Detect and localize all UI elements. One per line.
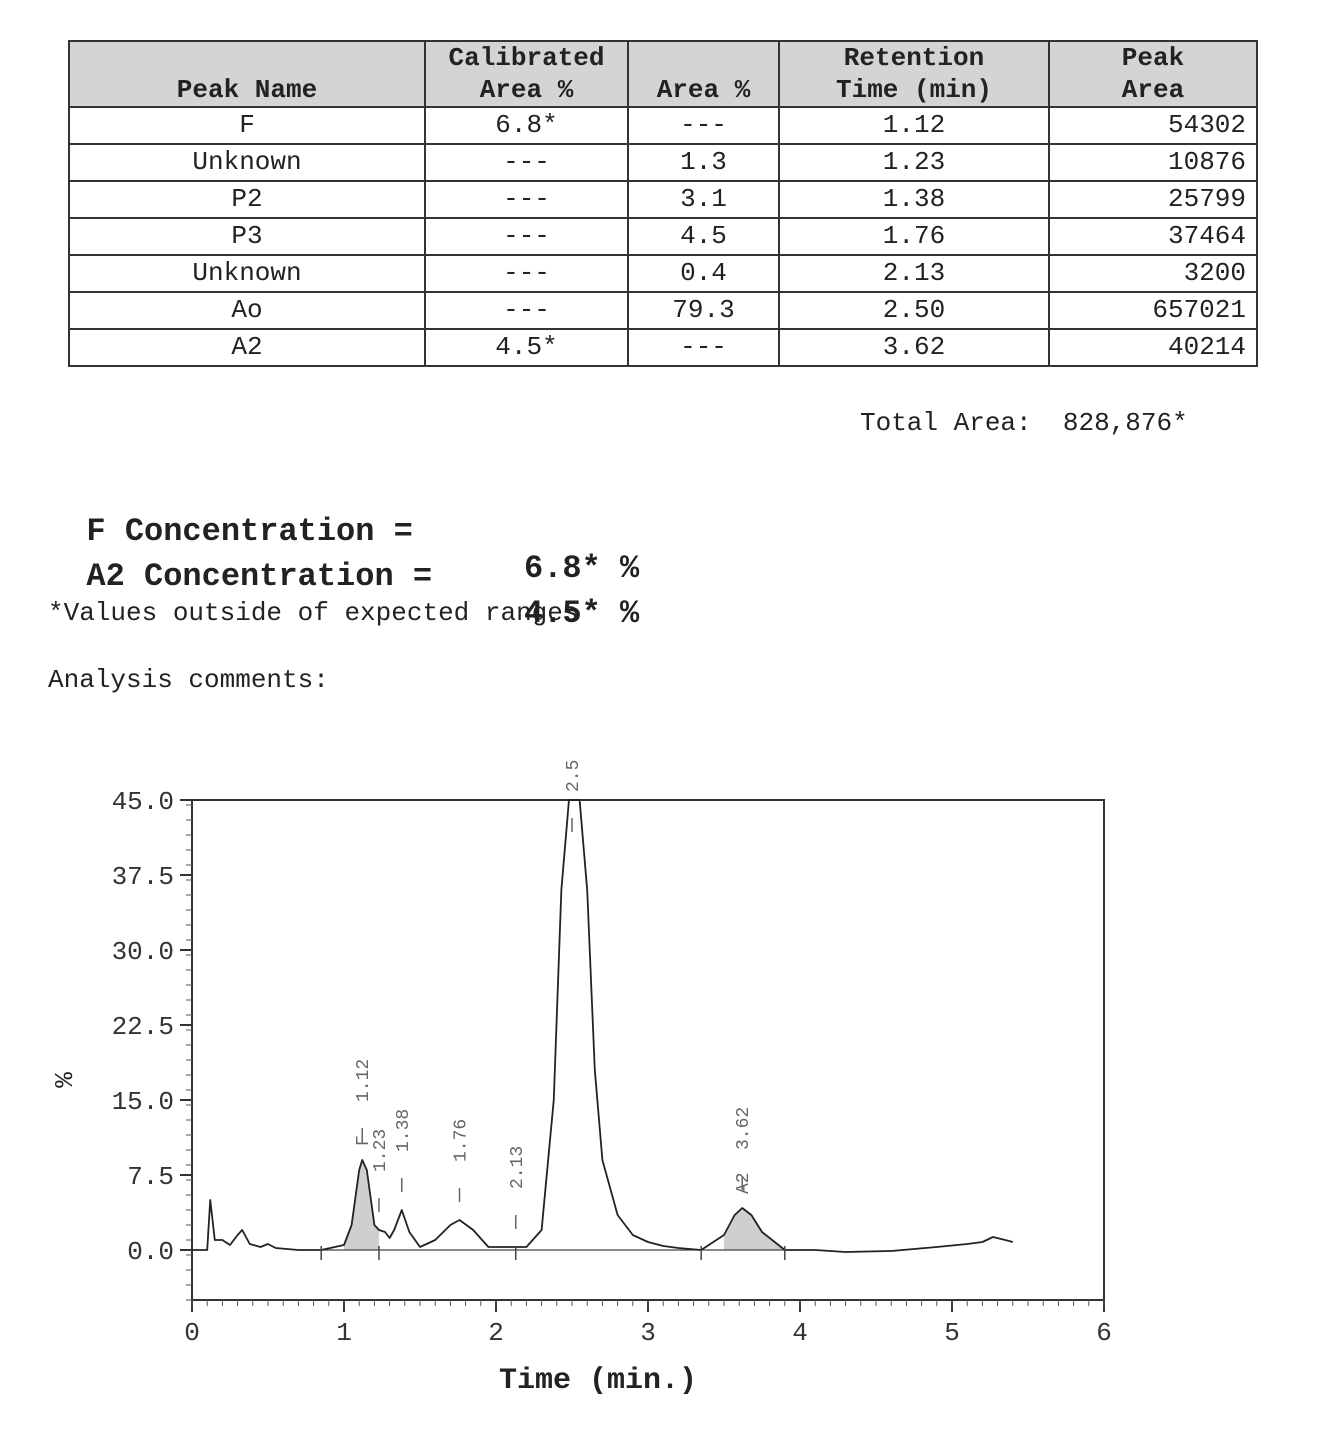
- y-tick-label: 37.5: [112, 862, 174, 892]
- peak-label: 2.13: [508, 1146, 528, 1189]
- header-area-pct: Area %: [627, 40, 780, 108]
- row-peak-area: 25799: [1048, 180, 1258, 219]
- row-peak-area: 40214: [1048, 328, 1258, 367]
- row-peak-name: P2: [68, 180, 426, 219]
- row-area-pct: 1.3: [627, 143, 780, 182]
- x-tick-label: 5: [944, 1318, 960, 1348]
- y-tick-label: 30.0: [112, 937, 174, 967]
- plot-frame: [191, 799, 1105, 1301]
- y-tick-label: 45.0: [112, 787, 174, 817]
- row-calibrated-area: ---: [424, 143, 629, 182]
- row-calibrated-area: 6.8*: [424, 106, 629, 145]
- peak-name-label: A2: [734, 1172, 754, 1194]
- row-retention-time: 1.23: [778, 143, 1050, 182]
- table-row: F 6.8* --- 1.12 54302: [68, 106, 1258, 145]
- total-area: Total Area: 828,876*: [860, 408, 1188, 438]
- row-calibrated-area: ---: [424, 254, 629, 293]
- a2-concentration-value: 4.5* %: [524, 595, 640, 632]
- row-area-pct: 3.1: [627, 180, 780, 219]
- y-axis-label: %: [50, 1072, 80, 1088]
- a2-concentration: A2 Concentration = 4.5* %: [48, 521, 639, 632]
- row-area-pct: 0.4: [627, 254, 780, 293]
- footnote: *Values outside of expected ranges: [48, 598, 579, 628]
- table-row: Ao --- 79.3 2.50 657021: [68, 291, 1258, 330]
- row-area-pct: ---: [627, 106, 780, 145]
- row-calibrated-area: 4.5*: [424, 328, 629, 367]
- row-peak-name: P3: [68, 217, 426, 256]
- peak-a2-shading: [724, 1208, 785, 1250]
- chromatogram-chart: 45.0 37.5 30.0 22.5 15.0 7.5 0.0 0 1 2 3 4 5 6 Time (m…: [50, 760, 1112, 1398]
- peak-label: 1.12: [354, 1059, 374, 1102]
- f-concentration-label: F Concentration =: [86, 513, 413, 550]
- header-peak-name: Peak Name: [68, 40, 426, 108]
- table-row: Unknown --- 1.3 1.23 10876: [68, 143, 1258, 182]
- x-tick-label: 6: [1096, 1318, 1112, 1348]
- row-peak-area: 3200: [1048, 254, 1258, 293]
- x-tick-label: 0: [184, 1318, 200, 1348]
- table-row: P3 --- 4.5 1.76 37464: [68, 217, 1258, 256]
- row-retention-time: 3.62: [778, 328, 1050, 367]
- table-row: P2 --- 3.1 1.38 25799: [68, 180, 1258, 219]
- row-retention-time: 1.38: [778, 180, 1050, 219]
- a2-concentration-label: A2 Concentration =: [86, 558, 433, 595]
- y-tick-label: 22.5: [112, 1012, 174, 1042]
- header-retention-time: Retention Time (min): [778, 40, 1050, 108]
- row-peak-area: 657021: [1048, 291, 1258, 330]
- row-calibrated-area: ---: [424, 217, 629, 256]
- peak-label: 1.38: [394, 1109, 414, 1152]
- analysis-comments-label: Analysis comments:: [48, 665, 329, 695]
- row-peak-area: 10876: [1048, 143, 1258, 182]
- f-concentration: F Concentration = 6.8* %: [48, 476, 639, 587]
- row-area-pct: ---: [627, 328, 780, 367]
- table-row: Unknown --- 0.4 2.13 3200: [68, 254, 1258, 293]
- peak-label: 2.50: [564, 760, 584, 792]
- y-tick-label: 7.5: [127, 1162, 174, 1192]
- row-peak-name: A2: [68, 328, 426, 367]
- y-tick-label: 15.0: [112, 1087, 174, 1117]
- peak-f-shading: [344, 1160, 379, 1250]
- header-peak-area: Peak Area: [1048, 40, 1258, 108]
- chromatogram-trace: [192, 799, 1014, 1253]
- row-retention-time: 1.12: [778, 106, 1050, 145]
- total-area-value: 828,876*: [1062, 408, 1188, 438]
- row-area-pct: 4.5: [627, 217, 780, 256]
- row-peak-area: 37464: [1048, 217, 1258, 256]
- row-peak-name: Ao: [68, 291, 426, 330]
- row-retention-time: 2.13: [778, 254, 1050, 293]
- x-tick-label: 3: [640, 1318, 656, 1348]
- y-tick-label: 0.0: [127, 1237, 174, 1267]
- row-peak-name: F: [68, 106, 426, 145]
- header-calibrated-area: Calibrated Area %: [424, 40, 629, 108]
- row-calibrated-area: ---: [424, 180, 629, 219]
- x-tick-label: 4: [792, 1318, 808, 1348]
- row-calibrated-area: ---: [424, 291, 629, 330]
- table-row: A2 4.5* --- 3.62 40214: [68, 328, 1258, 367]
- row-peak-name: Unknown: [68, 254, 426, 293]
- peak-table: Peak Name Calibrated Area % Area % Retent…: [68, 40, 1258, 367]
- peak-name-label: F: [354, 1135, 374, 1146]
- row-peak-area: 54302: [1048, 106, 1258, 145]
- row-retention-time: 1.76: [778, 217, 1050, 256]
- row-retention-time: 2.50: [778, 291, 1050, 330]
- row-peak-name: Unknown: [68, 143, 426, 182]
- peak-label: 1.23: [371, 1129, 391, 1172]
- x-axis-label: Time (min.): [499, 1364, 697, 1398]
- x-tick-label: 1: [336, 1318, 352, 1348]
- peak-label: 3.62: [734, 1107, 754, 1150]
- x-tick-label: 2: [488, 1318, 504, 1348]
- row-area-pct: 79.3: [627, 291, 780, 330]
- f-concentration-value: 6.8* %: [524, 550, 640, 587]
- peak-label: 1.76: [452, 1119, 472, 1162]
- total-area-label: Total Area:: [860, 408, 1032, 438]
- table-header-row: Peak Name Calibrated Area % Area % Retent…: [68, 40, 1258, 108]
